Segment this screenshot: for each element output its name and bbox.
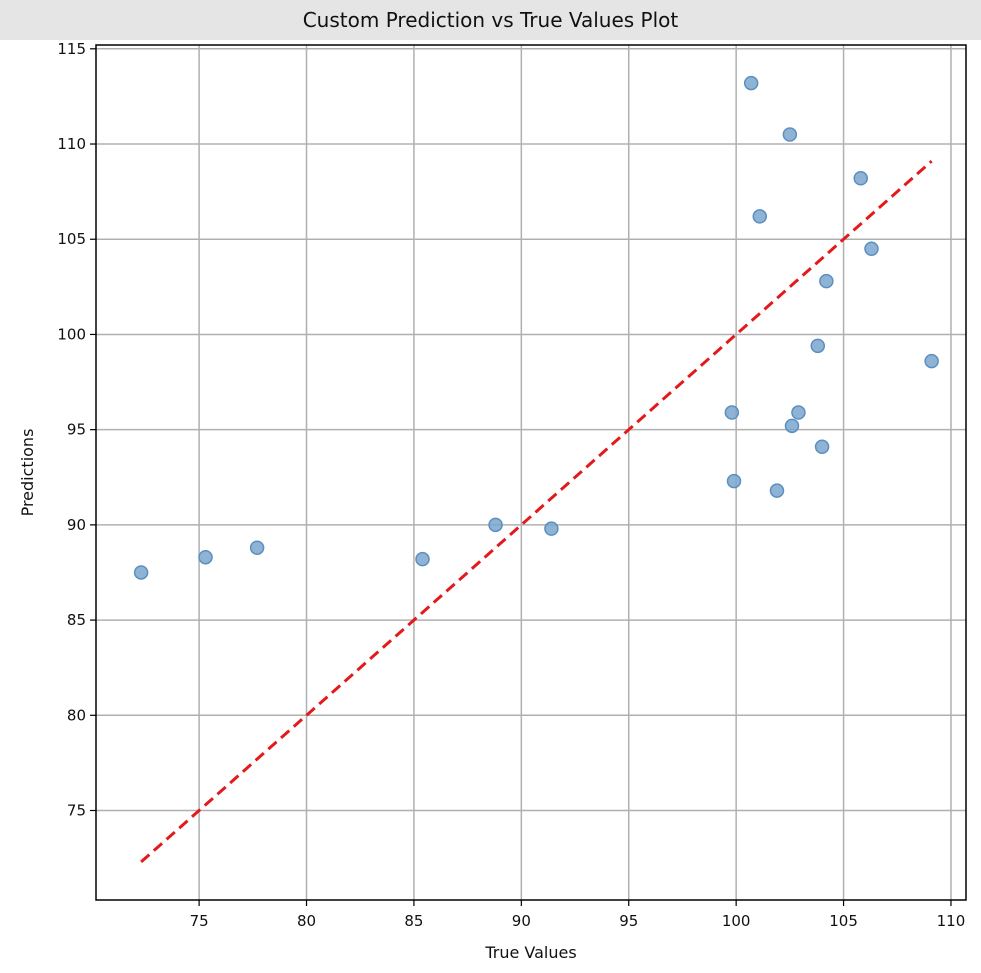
scatter-point <box>752 209 768 224</box>
scatter-point <box>782 127 798 142</box>
y-tick-label: 75 <box>67 802 86 820</box>
scatter-point <box>198 549 213 565</box>
scatter-point <box>864 241 879 257</box>
plot-frame <box>95 44 967 901</box>
scatter-point <box>769 483 785 498</box>
grid-lines <box>96 45 966 900</box>
scatter-point <box>791 405 806 420</box>
x-tick-label: 105 <box>829 912 858 930</box>
scatter-point <box>853 171 868 186</box>
x-tick-label: 100 <box>722 912 751 930</box>
x-axis-label: True Values <box>484 943 576 962</box>
x-tick-label: 80 <box>297 912 316 930</box>
identity-reference-line <box>140 160 933 864</box>
data-points <box>133 75 939 580</box>
scatter-point <box>544 521 559 536</box>
y-tick-label: 100 <box>57 325 86 343</box>
scatter-point <box>488 517 503 533</box>
x-tick-label: 90 <box>512 912 531 930</box>
scatter-point <box>726 473 742 489</box>
scatter-point <box>784 418 800 434</box>
y-tick-label: 80 <box>67 706 86 724</box>
y-tick-label: 90 <box>67 516 86 534</box>
x-tick-label: 110 <box>937 912 966 930</box>
scatter-point <box>810 338 826 354</box>
y-tick-label: 110 <box>57 135 86 153</box>
y-axis-ticks: 75 80 85 90 95 100 105 110 115 <box>57 40 96 820</box>
scatter-point <box>724 405 740 420</box>
scatter-point <box>133 565 149 580</box>
y-axis-label: Predictions <box>18 429 37 517</box>
y-tick-label: 85 <box>67 611 86 629</box>
y-tick-label: 105 <box>57 230 86 248</box>
x-tick-label: 95 <box>619 912 638 930</box>
x-axis-ticks: 75 80 85 90 95 100 105 110 <box>190 900 966 930</box>
scatter-point <box>819 273 834 289</box>
y-tick-label: 115 <box>57 40 86 58</box>
x-tick-label: 85 <box>404 912 423 930</box>
reference-line-layer <box>140 160 933 864</box>
x-tick-label: 75 <box>190 912 209 930</box>
scatter-point <box>415 551 430 567</box>
scatter-point <box>924 353 939 369</box>
scatter-point <box>743 75 759 91</box>
scatter-point <box>249 540 265 555</box>
y-tick-label: 95 <box>67 421 86 439</box>
scatter-point <box>814 439 830 455</box>
chart-title: Custom Prediction vs True Values Plot <box>0 0 981 40</box>
